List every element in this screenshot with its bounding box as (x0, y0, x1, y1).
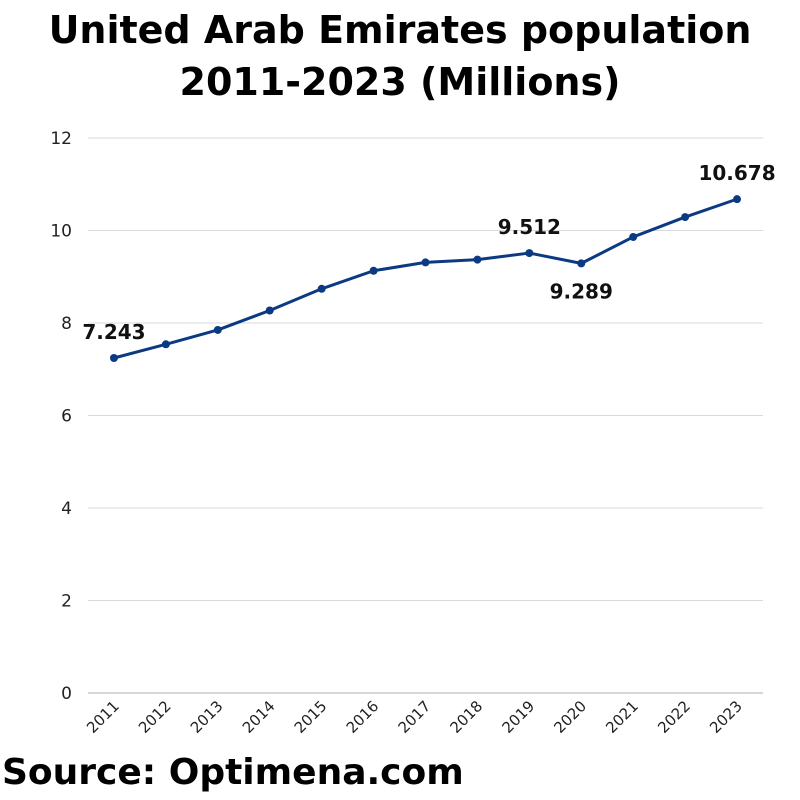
y-tick-label-8: 8 (61, 314, 72, 334)
series (109, 195, 742, 363)
x-tick-label-2018: 2018 (447, 697, 487, 737)
data-label-2020: 9.289 (550, 279, 613, 303)
x-tick-labels: 2011 2012 2013 2014 2015 2016 2017 2018 2019 2020… (83, 697, 746, 737)
y-tick-label-10: 10 (50, 222, 72, 242)
data-point-2022 (681, 213, 690, 222)
data-point-2023 (733, 195, 742, 204)
x-tick-label-2011: 2011 (83, 697, 123, 737)
data-point-2015 (317, 284, 326, 293)
gridlines (88, 137, 763, 601)
data-point-2012 (161, 340, 170, 349)
x-tick-label-2019: 2019 (498, 697, 538, 737)
x-tick-label-2021: 2021 (602, 697, 642, 737)
y-tick-label-4: 4 (61, 499, 72, 519)
x-tick-label-2013: 2013 (187, 697, 227, 737)
y-tick-labels: 0 2 4 6 8 10 12 (50, 129, 72, 704)
data-point-2014 (265, 306, 274, 315)
data-point-2021 (629, 232, 638, 241)
data-labels: 7.243 9.512 9.289 10.678 (82, 161, 775, 344)
x-tick-label-2014: 2014 (239, 697, 279, 737)
x-tick-label-2017: 2017 (395, 697, 435, 737)
data-label-2023: 10.678 (698, 161, 775, 185)
x-tick-label-2023: 2023 (706, 697, 746, 737)
data-label-2019: 9.512 (498, 215, 561, 239)
x-tick-label-2022: 2022 (654, 697, 694, 737)
data-point-2013 (213, 325, 222, 334)
data-point-2018 (473, 255, 482, 264)
x-tick-label-2020: 2020 (550, 697, 590, 737)
y-tick-label-12: 12 (50, 129, 72, 149)
y-tick-label-6: 6 (61, 407, 72, 427)
data-point-2011 (109, 354, 118, 363)
y-tick-label-0: 0 (61, 684, 72, 704)
data-point-2019 (525, 249, 534, 258)
y-tick-label-2: 2 (61, 592, 72, 612)
data-label-2011: 7.243 (82, 320, 145, 344)
data-point-2016 (369, 266, 378, 275)
chart-title: United Arab Emirates population 2011-202… (48, 8, 752, 104)
series-line-0 (112, 197, 739, 360)
data-point-2017 (421, 258, 430, 267)
source-credit: Source: Optimena.com (2, 752, 464, 793)
data-point-2020 (577, 259, 586, 268)
x-tick-label-2012: 2012 (135, 697, 175, 737)
x-tick-label-2016: 2016 (343, 697, 383, 737)
x-tick-label-2015: 2015 (291, 697, 331, 737)
